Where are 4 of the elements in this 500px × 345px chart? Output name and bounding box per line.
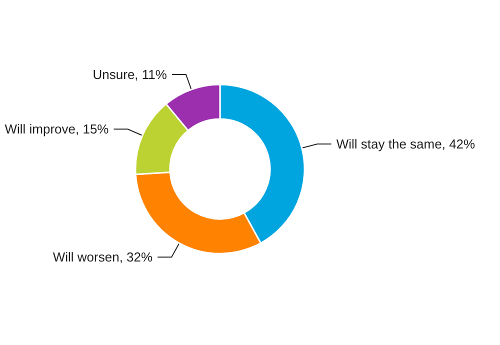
slice-label: Will improve, 15% [4,122,110,137]
slice-label: Will worsen, 32% [52,250,154,265]
slice-label: Will stay the same, 42% [336,136,476,152]
slice-label: Unsure, 11% [92,66,168,82]
